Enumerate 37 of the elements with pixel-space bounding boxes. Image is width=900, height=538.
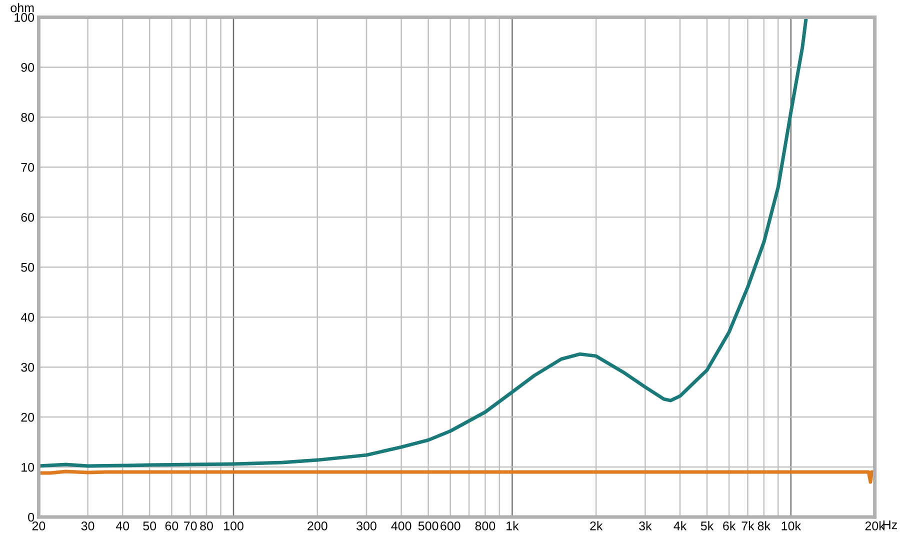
x-tick-label: 100 — [224, 522, 244, 530]
x-tick-label: 60 — [165, 522, 178, 530]
x-tick-label: 20k — [865, 521, 885, 530]
x-tick-label: 300 — [356, 522, 376, 530]
y-tick-label: 40 — [20, 312, 34, 322]
y-tick-label: 100 — [14, 13, 34, 22]
y-tick-label: 60 — [21, 212, 34, 222]
x-tick-label: 3k — [639, 521, 652, 530]
y-axis-title: ohm — [10, 3, 34, 12]
y-tick-label: 70 — [21, 162, 34, 172]
x-tick-label: 1k — [506, 521, 519, 530]
y-tick-label: 0 — [28, 512, 34, 522]
x-tick-label: 600 — [440, 522, 460, 530]
x-tick-label: 40 — [116, 522, 130, 530]
x-axis-title: Hz — [883, 520, 897, 530]
x-tick-label: 20 — [32, 522, 46, 530]
y-tick-label: 50 — [21, 262, 34, 272]
x-tick-label: 6k — [723, 521, 736, 530]
x-tick-label: 80 — [200, 522, 213, 530]
x-tick-label: 8k — [758, 521, 771, 530]
y-tick-label: 80 — [21, 112, 34, 122]
x-tick-label: 70 — [184, 522, 197, 530]
x-tick-label: 10k — [782, 521, 801, 530]
x-tick-label: 500 — [418, 522, 438, 530]
x-tick-label: 800 — [475, 522, 496, 530]
y-tick-label: 90 — [21, 62, 34, 72]
x-tick-label: 200 — [308, 522, 328, 530]
x-tick-label: 400 — [391, 522, 412, 530]
y-tick-label: 30 — [21, 362, 34, 372]
x-tick-label: 50 — [143, 522, 156, 530]
x-tick-label: 5k — [700, 521, 714, 530]
y-tick-label: 10 — [22, 462, 34, 472]
x-tick-label: 2k — [590, 521, 603, 530]
y-tick-label: 20 — [21, 412, 34, 422]
x-tick-label: 4k — [674, 521, 687, 530]
x-tick-label: 7k — [742, 521, 754, 530]
x-tick-label: 30 — [81, 522, 94, 530]
